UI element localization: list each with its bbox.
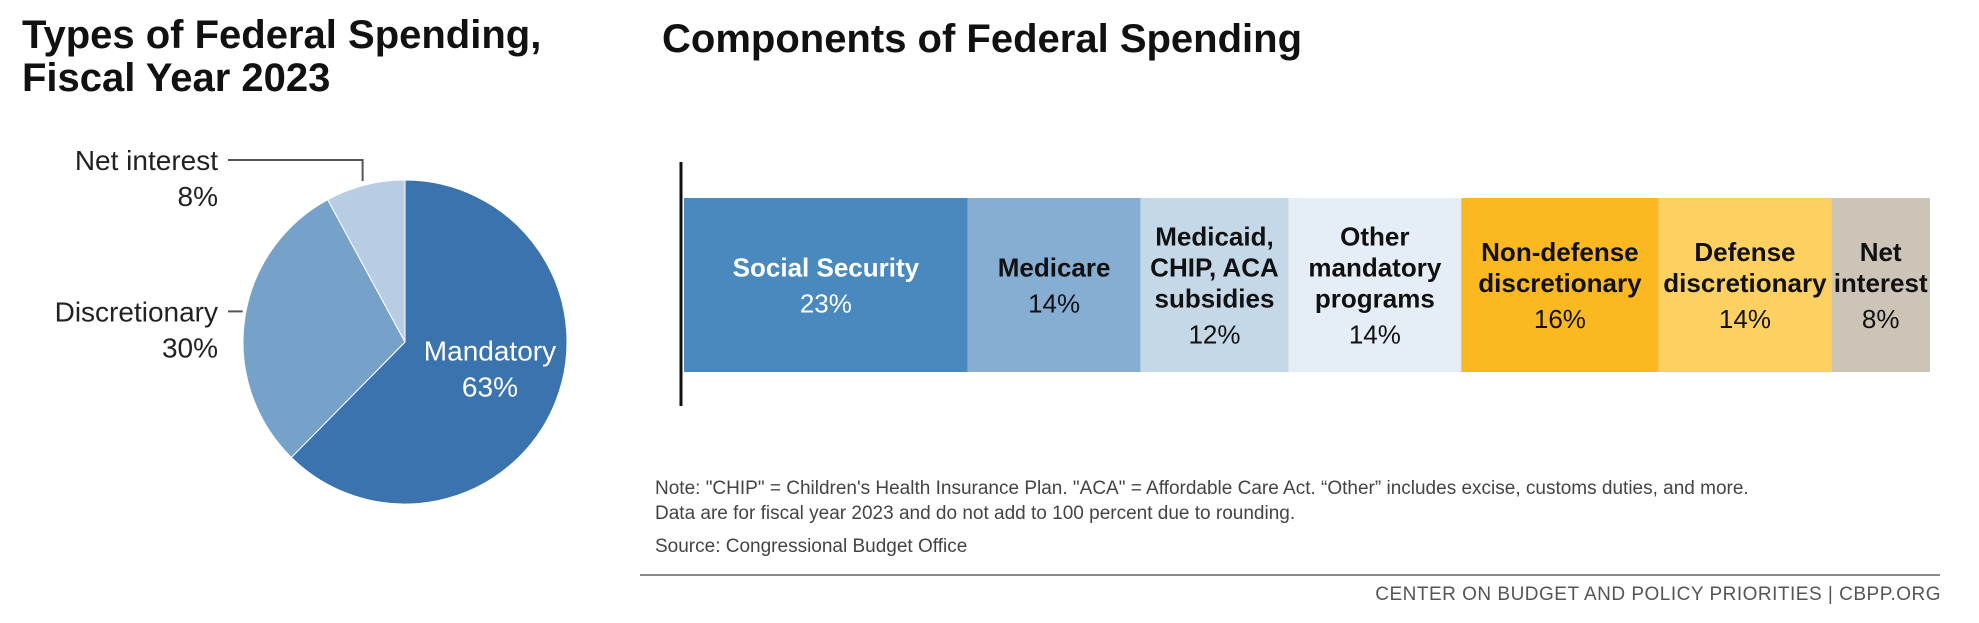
stacked-bar-chart: Social Security 23% Medicare 14% Medicaid,CH… — [679, 162, 1930, 406]
bar-label-other-mandatory-programs-line-1: Other — [1340, 222, 1409, 252]
bar-label-other-mandatory-programs-line-3: programs — [1315, 284, 1435, 314]
footer-divider — [640, 574, 1940, 576]
footer-credit: CENTER ON BUDGET AND POLICY PRIORITIES |… — [1375, 584, 1941, 605]
bar-label-medicare-line-1: Medicare — [998, 253, 1111, 283]
bar-value-net-interest: 8% — [1862, 304, 1900, 334]
bar-segment-net-interest — [1831, 198, 1930, 372]
pie-chart: Mandatory 63% Discretionary 30% Net interest… — [55, 145, 568, 505]
pie-title-line-1: Types of Federal Spending, — [22, 13, 542, 57]
bar-label-net-interest-line-1: Net — [1860, 237, 1902, 267]
bar-segment-medicare — [967, 198, 1141, 372]
bar-segment-medicaid-chip-aca-subsidies — [1140, 198, 1289, 372]
bar-value-social-security: 23% — [800, 289, 852, 319]
pie-label-mandatory: Mandatory — [424, 336, 556, 367]
bar-chart-title: Components of Federal Spending — [662, 17, 1303, 61]
bar-value-defense-discretionary: 14% — [1719, 304, 1771, 334]
bar-label-other-mandatory-programs-line-2: mandatory — [1308, 253, 1441, 283]
bar-label-non-defense-discretionary-line-2: discretionary — [1478, 268, 1642, 298]
pie-leader-net-interest — [228, 159, 364, 182]
pie-slice-discretionary — [242, 198, 406, 459]
chart-note: Note: "CHIP" = Children's Health Insuran… — [655, 476, 1945, 559]
pie-label-net-interest: Net interest — [75, 145, 218, 176]
bar-segment-non-defense-discretionary — [1461, 198, 1659, 372]
bar-label-medicaid-chip-aca-subsidies-line-1: Medicaid, — [1155, 222, 1273, 252]
bar-segment-social-security — [684, 198, 968, 372]
bar-label-medicaid-chip-aca-subsidies-line-2: CHIP, ACA — [1150, 253, 1279, 283]
pie-label-discretionary: Discretionary — [55, 296, 218, 327]
pie-slice-mandatory — [290, 179, 568, 505]
bar-label-non-defense-discretionary-line-1: Non-defense — [1481, 237, 1638, 267]
pie-value-mandatory: 63% — [462, 372, 518, 403]
bar-label-defense-discretionary-line-2: discretionary — [1663, 268, 1827, 298]
bar-label-defense-discretionary-line-1: Defense — [1694, 237, 1795, 267]
bar-label-net-interest-line-2: interest — [1834, 268, 1928, 298]
note-line-2: Data are for fiscal year 2023 and do not… — [655, 503, 1296, 524]
bar-value-other-mandatory-programs: 14% — [1349, 320, 1401, 350]
bar-label-social-security-line-1: Social Security — [733, 253, 920, 283]
source-line: Source: Congressional Budget Office — [655, 536, 968, 557]
pie-chart-title: Types of Federal Spending, Fiscal Year 2… — [22, 14, 622, 100]
pie-title-line-2: Fiscal Year 2023 — [22, 56, 331, 100]
note-line-1: Note: "CHIP" = Children's Health Insuran… — [655, 478, 1749, 499]
pie-value-net-interest: 8% — [178, 181, 218, 212]
pie-slice-net-interest — [326, 179, 406, 343]
bar-value-non-defense-discretionary: 16% — [1534, 304, 1586, 334]
bar-value-medicare: 14% — [1028, 289, 1080, 319]
bar-label-medicaid-chip-aca-subsidies-line-3: subsidies — [1155, 284, 1275, 314]
bar-segment-other-mandatory-programs — [1288, 198, 1462, 372]
bar-value-medicaid-chip-aca-subsidies: 12% — [1188, 320, 1240, 350]
bar-segment-defense-discretionary — [1658, 198, 1832, 372]
pie-value-discretionary: 30% — [162, 332, 218, 363]
